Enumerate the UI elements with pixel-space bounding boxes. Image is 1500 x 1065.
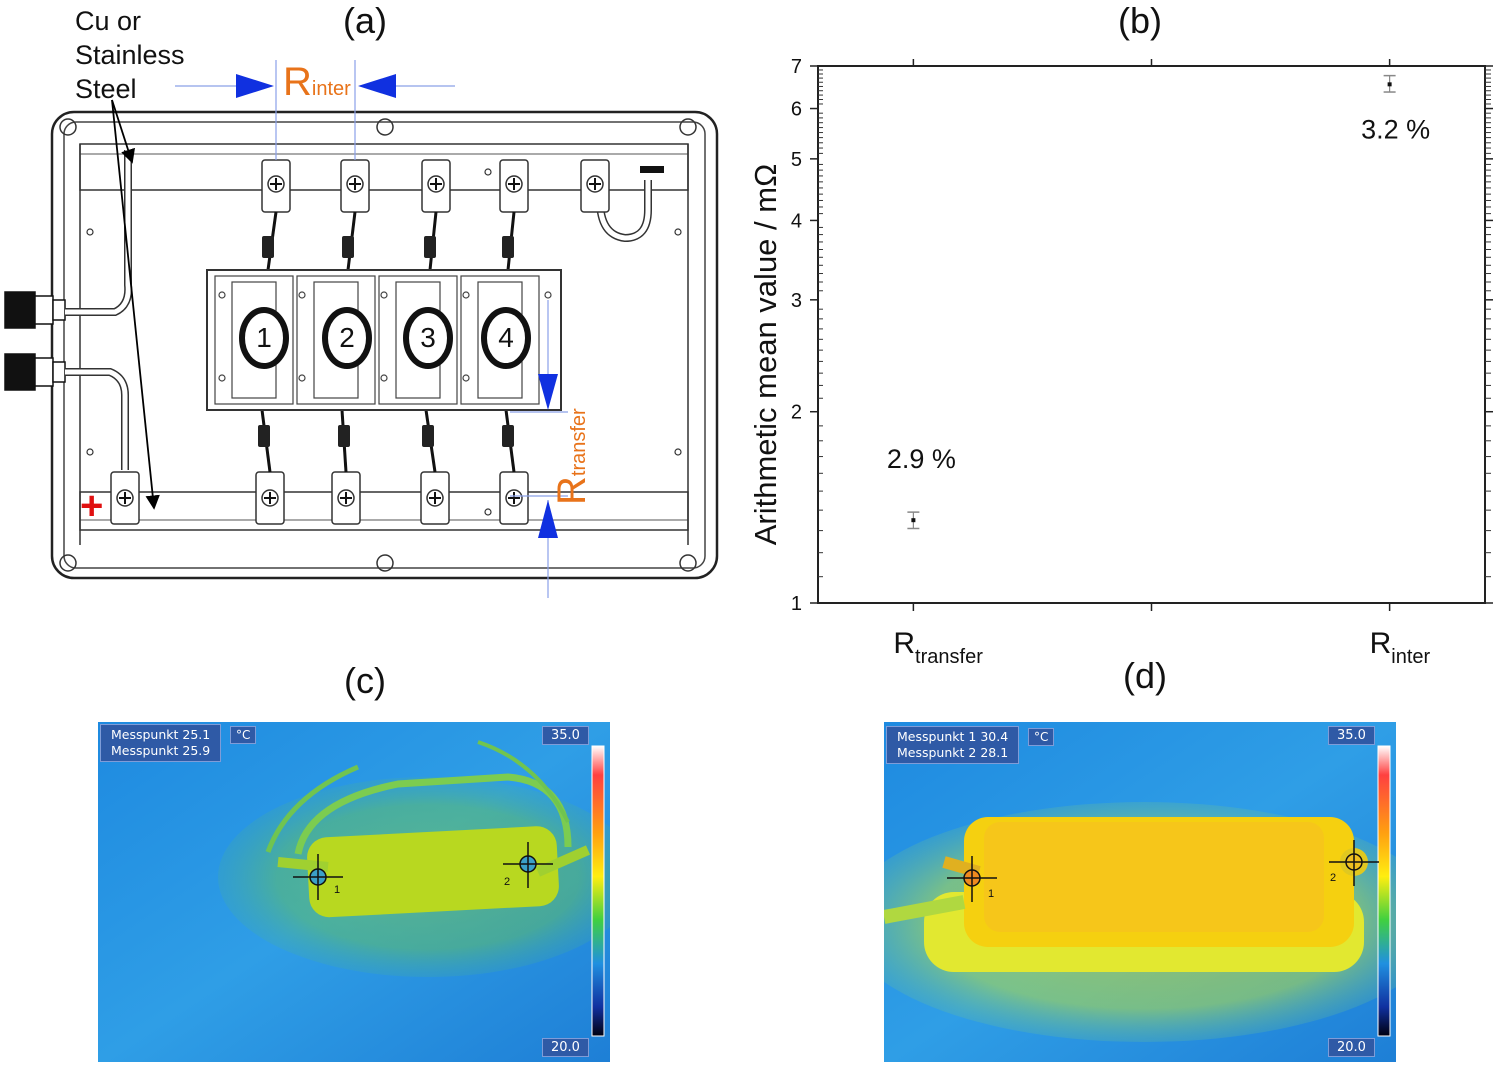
cell-1-number: 1 <box>256 322 272 353</box>
cell-2-ring <box>322 307 372 369</box>
panel-label-a: (a) <box>343 0 387 41</box>
annotation-transfer: 2.9 % <box>887 444 956 474</box>
y-tick-label-5: 5 <box>791 149 802 171</box>
panel-label-b: (b) <box>1118 0 1162 41</box>
y-axis-label: Arithmetic mean value / mΩ <box>748 164 783 546</box>
y-tick-label-6: 6 <box>791 99 802 121</box>
thermo-c-readout: Messpunkt 25.1 Messpunkt 25.9 <box>100 724 222 762</box>
cell-3-ring <box>403 307 453 369</box>
thermo-c-min: 20.0 <box>542 1038 589 1057</box>
r-transfer-label: Rtransfer <box>550 408 594 505</box>
thermal-image-c: Messpunkt 25.1 Messpunkt 25.9 °C 35.0 20… <box>98 722 610 1062</box>
data-point-transfer <box>911 518 916 523</box>
y-tick-label-4: 4 <box>791 210 802 232</box>
junction-box-drawing <box>4 60 719 598</box>
thermo-d-unit: °C <box>1028 728 1055 746</box>
y-tick-label-1: 1 <box>791 593 802 615</box>
plus-marker: + <box>80 484 104 528</box>
panel-label-c: (c) <box>344 660 386 701</box>
thermo-d-marker-1: 1 <box>988 888 995 900</box>
thermo-c-marker-2: 2 <box>504 876 511 888</box>
thermo-c-marker-1: 1 <box>334 884 341 896</box>
minus-marker <box>640 166 664 173</box>
cell-2-number: 2 <box>339 322 355 353</box>
annotation-inter: 3.2 % <box>1361 114 1430 144</box>
chart-panel: 1 2 3 4 5 6 7 Arithmetic mean value / mΩ Rtransf… <box>740 40 1500 680</box>
cell-4-ring <box>481 307 531 369</box>
thermo-d-marker-2: 2 <box>1330 872 1337 884</box>
thermo-c-unit: °C <box>230 726 257 744</box>
schematic-panel: Cu or Stainless Steel Rinter Rtransfer 1… <box>0 0 740 620</box>
r-inter-label: Rinter <box>283 60 351 104</box>
resistance-chart: 1 2 3 4 5 6 7 Arithmetic mean value / mΩ Rtransf… <box>748 56 1493 668</box>
material-label: Cu or Stainless Steel <box>75 6 185 104</box>
y-tick-label-2: 2 <box>791 402 802 424</box>
thermo-c-max: 35.0 <box>542 726 589 745</box>
x-category-label-transfer: Rtransfer <box>893 627 983 668</box>
thermo-d-readout: Messpunkt 1 30.4 Messpunkt 2 28.1 <box>886 726 1020 764</box>
thermo-d-max: 35.0 <box>1328 726 1375 745</box>
thermal-image-d: Messpunkt 1 30.4 Messpunkt 2 28.1 °C 35.… <box>884 722 1396 1062</box>
data-point-inter <box>1387 82 1392 87</box>
plot-frame <box>817 65 1486 604</box>
cell-1-ring <box>239 307 289 369</box>
x-category-label-inter: Rinter <box>1370 627 1431 668</box>
cell-3-number: 3 <box>420 322 436 353</box>
thermo-d-min: 20.0 <box>1328 1038 1375 1057</box>
y-tick-label-3: 3 <box>791 290 802 312</box>
cell-4-number: 4 <box>498 322 514 353</box>
panel-label-d: (d) <box>1123 655 1167 696</box>
y-tick-label-7: 7 <box>791 56 802 78</box>
